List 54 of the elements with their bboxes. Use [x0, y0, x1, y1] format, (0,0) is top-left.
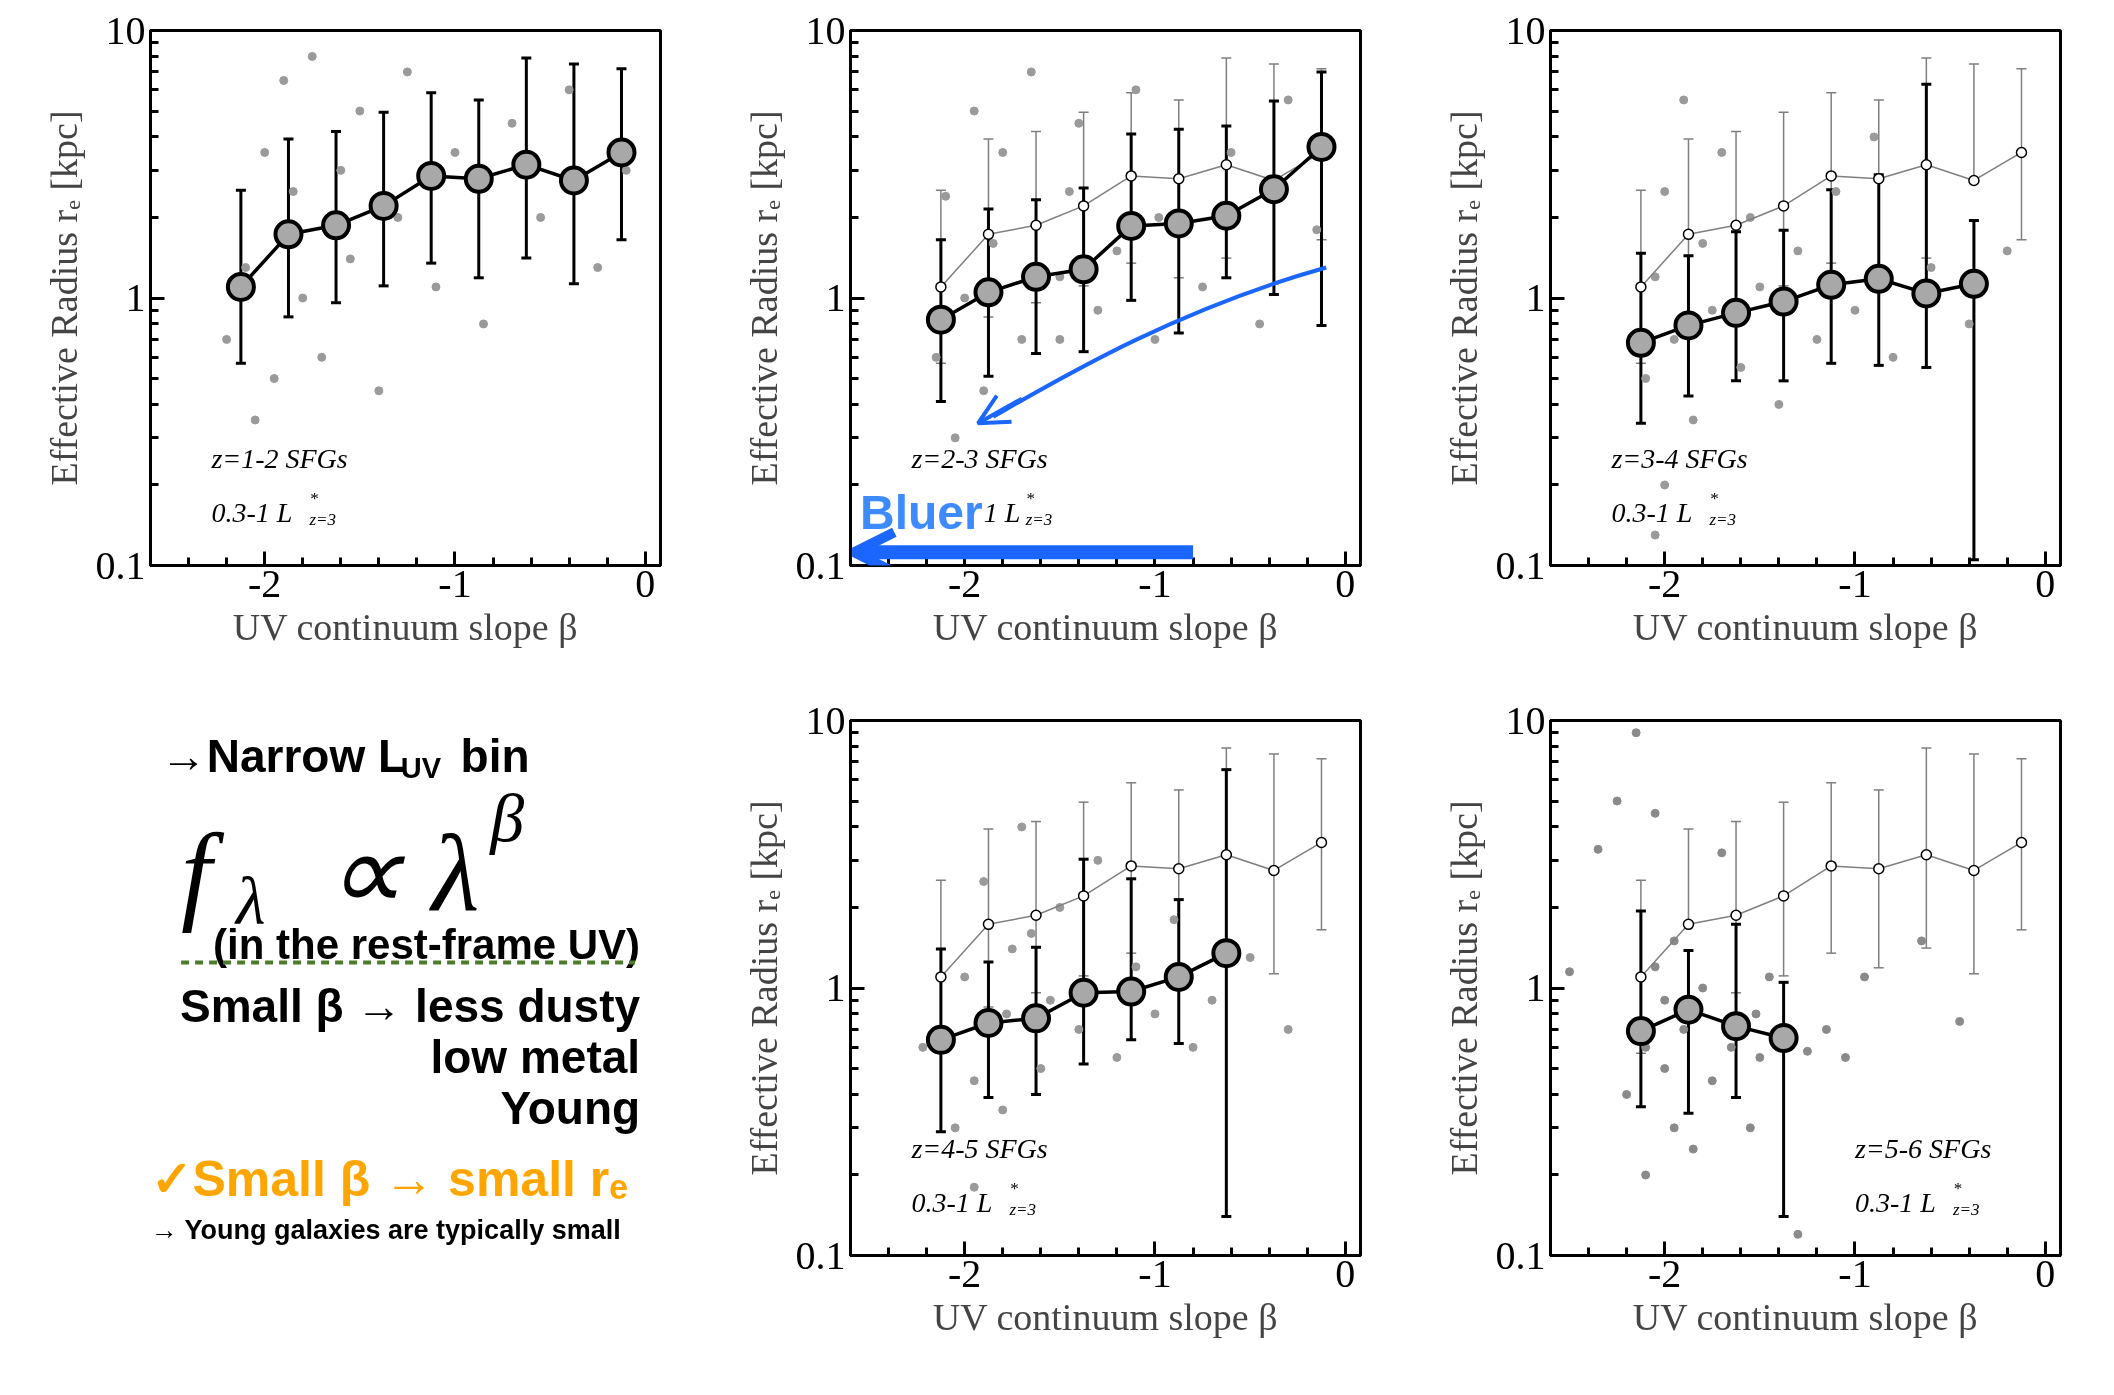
x-axis-title: UV continuum slope β [932, 1295, 1278, 1338]
x-tick-label: -1 [1838, 560, 1872, 606]
x-tick-label: -2 [1648, 1250, 1682, 1296]
x-tick-label: 0 [2035, 560, 2056, 606]
annotation: 0.3-1 L*z=3 [211, 488, 336, 529]
x-tick-label: -1 [1138, 1250, 1172, 1296]
x-tick-label: 0 [635, 560, 656, 606]
annotation: z=5-6 SFGs [1853, 1133, 1992, 1164]
annotation: Bluer [860, 485, 983, 539]
x-axis-title: UV continuum slope β [1632, 1295, 1978, 1338]
annotation: z=4-5 SFGs [910, 1133, 1048, 1164]
y-tick-label: 1 [825, 965, 846, 1010]
x-tick-label: -2 [948, 560, 982, 606]
y-tick-label: 10 [805, 697, 846, 743]
x-tick-label: -2 [1648, 560, 1682, 606]
x-tick-label: -2 [948, 1250, 982, 1296]
annotation: z=3-4 SFGs [1610, 443, 1748, 474]
y-tick-label: 0.1 [1495, 1232, 1546, 1278]
y-tick-label: 0.1 [95, 542, 146, 588]
x-tick-label: -1 [438, 560, 472, 606]
y-tick-label: 10 [1505, 7, 1546, 53]
x-tick-label: -1 [1838, 1250, 1872, 1296]
y-tick-label: 0.1 [795, 542, 846, 588]
x-tick-label: -1 [1138, 560, 1172, 606]
y-tick-label: 10 [1505, 697, 1546, 743]
x-axis-title: UV continuum slope β [1632, 605, 1978, 648]
x-axis-title: UV continuum slope β [932, 605, 1278, 648]
x-axis-title: UV continuum slope β [232, 605, 578, 648]
y-axis-title: Effective Radius rₑ [kpc] [742, 110, 785, 486]
annotation: 0.3-1 L*z=3 [1854, 1178, 1980, 1219]
text: → Young galaxies are typically small [150, 1215, 621, 1246]
x-tick-label: 0 [1335, 560, 1356, 606]
text: ✓Small β → small rₑ [150, 1151, 629, 1208]
annotation: 0.3-1 L*z=3 [1611, 488, 1736, 529]
y-tick-label: 10 [105, 7, 146, 53]
annotation: z=1-2 SFGs [210, 443, 348, 474]
annotation: z=2-3 SFGs [910, 443, 1048, 474]
y-axis-title: Effective Radius rₑ [kpc] [1442, 110, 1485, 486]
y-axis-title: Effective Radius rₑ [kpc] [1442, 800, 1485, 1176]
y-tick-label: 1 [1525, 275, 1546, 320]
y-tick-label: 0.1 [1495, 542, 1546, 588]
x-tick-label: -2 [248, 560, 282, 606]
x-tick-label: 0 [1335, 1250, 1356, 1296]
y-tick-label: 1 [825, 275, 846, 320]
y-tick-label: 0.1 [795, 1232, 846, 1278]
y-tick-label: 1 [1525, 965, 1546, 1010]
y-tick-label: 1 [125, 275, 146, 320]
y-axis-title: Effective Radius rₑ [kpc] [742, 800, 785, 1176]
y-axis-title: Effective Radius rₑ [kpc] [42, 110, 85, 486]
text: Young [500, 1081, 641, 1134]
text: Small β → less dusty [179, 979, 641, 1032]
x-tick-label: 0 [2035, 1250, 2056, 1296]
y-tick-label: 10 [805, 7, 846, 53]
annotation: 0.3-1 L*z=3 [911, 1178, 1036, 1219]
